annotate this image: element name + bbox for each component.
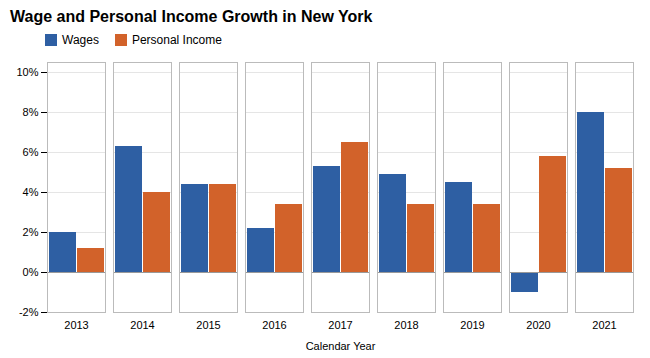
svg-text:2020: 2020 [526, 319, 550, 331]
svg-text:2017: 2017 [328, 319, 352, 331]
svg-text:2013: 2013 [64, 319, 88, 331]
html-text:Personal Income: Personal Income [131, 33, 222, 47]
html-text:Wage and Personal Income Growt: Wage and Personal Income Growth in New Y… [10, 8, 373, 25]
svg-text:2015: 2015 [196, 319, 220, 331]
svg-text:2018: 2018 [394, 319, 418, 331]
svg-text:8%: 8% [23, 106, 39, 118]
svg-text:2021: 2021 [592, 319, 616, 331]
html-text:Wages: Wages [62, 33, 99, 47]
svg-text:6%: 6% [23, 146, 39, 158]
svg-text:10%: 10% [16, 66, 38, 78]
svg-text:2016: 2016 [262, 319, 286, 331]
svg-text:2%: 2% [23, 226, 39, 238]
svg-text:-2%: -2% [19, 306, 39, 318]
svg-text:Calendar Year: Calendar Year [306, 340, 376, 352]
svg-text:0%: 0% [23, 266, 39, 278]
svg-text:2014: 2014 [130, 319, 154, 331]
svg-text:2019: 2019 [460, 319, 484, 331]
svg-text:4%: 4% [23, 186, 39, 198]
